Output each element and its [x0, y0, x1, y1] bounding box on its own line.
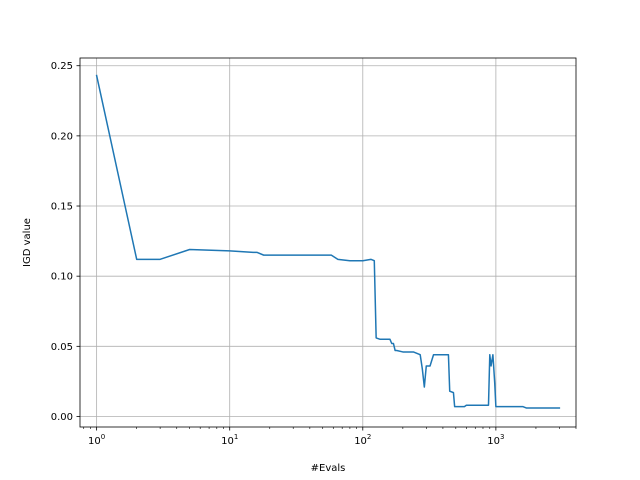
- x-axis-label: #Evals: [311, 463, 346, 474]
- tick-layer: 100 101 102 103 0.00 0.05 0.10 0.15 0.20 0.25: [51, 61, 577, 447]
- grid-layer: [80, 58, 576, 427]
- x-tick-label: 103: [487, 433, 504, 447]
- y-tick-label: 0.20: [51, 131, 73, 142]
- y-axis-label: IGD value: [22, 218, 33, 267]
- x-tick-label: 101: [221, 433, 238, 447]
- y-tick-label: 0.25: [51, 61, 73, 72]
- x-tick-label: 100: [88, 433, 105, 447]
- x-tick-label: 102: [354, 433, 371, 447]
- y-tick-label: 0.15: [51, 202, 73, 213]
- axes-frame: [79, 57, 577, 428]
- y-tick-label: 0.05: [51, 342, 73, 353]
- line-layer: [95, 74, 561, 409]
- series-line: [95, 74, 561, 409]
- y-tick-label: 0.00: [51, 412, 73, 423]
- y-tick-label: 0.10: [51, 272, 73, 283]
